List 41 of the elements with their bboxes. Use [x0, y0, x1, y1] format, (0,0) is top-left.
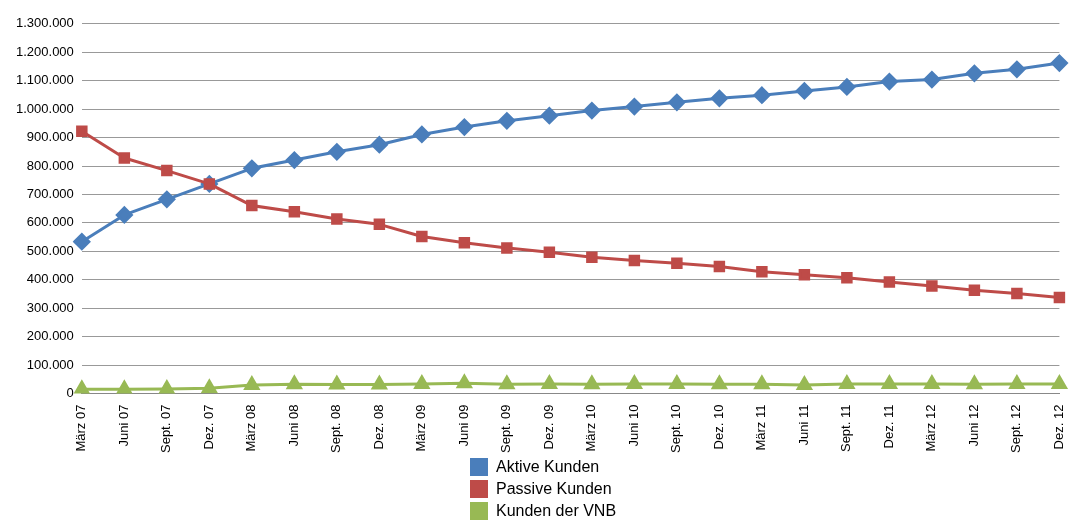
x-tick-label: Sept. 07	[158, 404, 174, 454]
x-tick-label: Sept. 09	[498, 404, 514, 454]
x-tick-label: Juni 08	[285, 404, 301, 447]
x-tick-label: Sept. 11	[838, 404, 854, 453]
x-tick-label: Dez. 07	[200, 404, 216, 450]
x-tick-label: März 10	[583, 404, 599, 452]
x-tick-label: Dez. 10	[710, 404, 726, 450]
y-tick-label: 200.000	[26, 328, 74, 344]
y-tick-label: 0	[66, 385, 74, 401]
x-tick-label: März 08	[243, 404, 259, 452]
x-tick-label: Sept. 08	[328, 404, 344, 454]
legend-label: Aktive Kunden	[496, 458, 600, 476]
x-tick-label: März 12	[923, 404, 939, 452]
x-tick-label: Dez. 11	[880, 404, 896, 449]
x-tick-label: Juni 09	[455, 404, 471, 447]
x-tick-label: Juni 10	[625, 404, 641, 447]
x-tick-label: März 07	[73, 404, 89, 452]
y-tick-label: 400.000	[26, 271, 74, 287]
legend-label: Passive Kunden	[496, 480, 612, 498]
y-tick-label: 800.000	[26, 157, 74, 173]
y-tick-label: 1.300.000	[15, 15, 74, 31]
x-tick-label: März 11	[753, 404, 769, 451]
y-tick-label: 300.000	[26, 299, 74, 315]
y-tick-label: 1.100.000	[15, 72, 74, 88]
y-tick-label: 100.000	[26, 356, 74, 372]
x-tick-label: Juni 11	[795, 404, 811, 446]
y-tick-label: 1.000.000	[15, 100, 74, 116]
x-tick-label: Sept. 12	[1008, 404, 1024, 454]
x-tick-label: Dez. 09	[540, 404, 556, 450]
x-tick-label: Sept. 10	[668, 404, 684, 454]
x-tick-label: Dez. 08	[370, 404, 386, 450]
y-tick-label: 600.000	[26, 214, 74, 230]
legend-label: Kunden der VNB	[496, 502, 617, 520]
x-tick-label: Juni 07	[115, 404, 131, 447]
y-tick-label: 1.200.000	[15, 43, 74, 59]
y-tick-label: 900.000	[26, 129, 74, 145]
x-tick-label: Juni 12	[965, 404, 981, 447]
x-tick-label: März 09	[413, 404, 429, 452]
y-tick-label: 700.000	[26, 186, 74, 202]
y-tick-label: 500.000	[26, 242, 74, 258]
x-tick-label: Dez. 12	[1050, 404, 1066, 450]
